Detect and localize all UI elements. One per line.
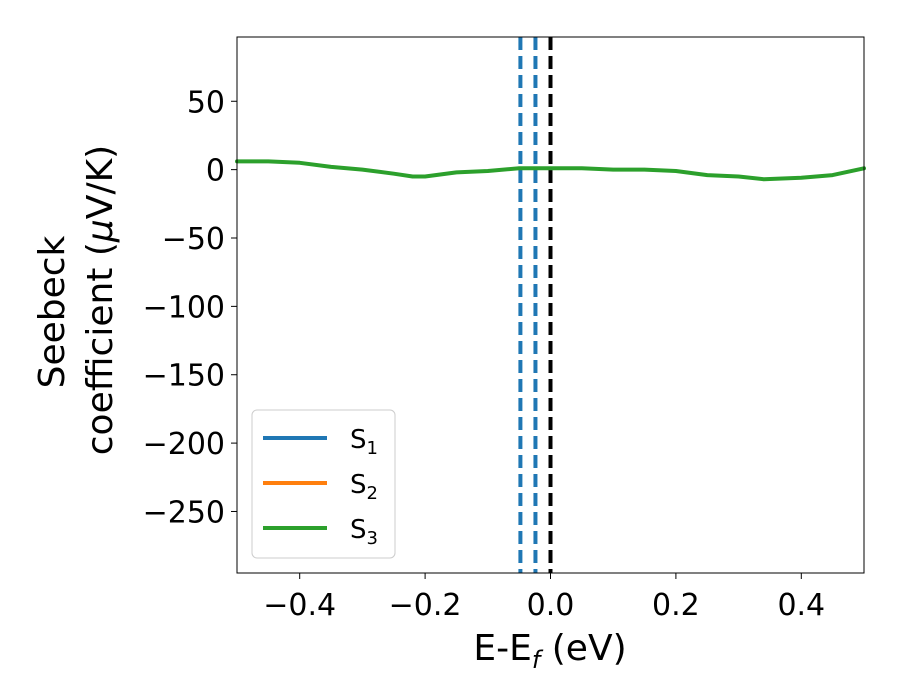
y-axis-label-line2: coefficient (μV/K) bbox=[80, 145, 121, 455]
legend-label-s2: S2 bbox=[350, 470, 378, 504]
x-tick-label: 0.2 bbox=[652, 588, 700, 623]
legend-label-s3: S3 bbox=[350, 515, 378, 549]
y-axis-label-mu: μ bbox=[80, 219, 121, 243]
y-axis-label: Seebeck coefficient (μV/K) bbox=[32, 145, 121, 455]
series-layer bbox=[235, 159, 866, 182]
series-line-s3 bbox=[235, 159, 866, 182]
y-axis-ticks: 50 0 −50 −100 −150 −200 −250 bbox=[143, 85, 237, 530]
x-tick-label: −0.4 bbox=[263, 588, 336, 623]
y-axis-label-line1: Seebeck bbox=[32, 235, 73, 388]
vertical-reference-lines bbox=[518, 37, 553, 573]
y-tick-label: 0 bbox=[206, 154, 225, 189]
x-tick-label: 0.4 bbox=[777, 588, 825, 623]
y-axis-label-line2-end: V/K) bbox=[80, 145, 121, 219]
y-tick-label: −50 bbox=[162, 222, 225, 257]
y-tick-label: −250 bbox=[143, 495, 225, 530]
y-tick-label: 50 bbox=[187, 85, 225, 120]
legend-entries: S1 S2 S3 bbox=[263, 425, 378, 549]
x-tick-label: −0.2 bbox=[389, 588, 462, 623]
legend-label-s1: S1 bbox=[350, 425, 378, 459]
x-axis-label: E-Ef (eV) bbox=[473, 628, 626, 674]
x-axis-label-unit: (eV) bbox=[540, 628, 626, 669]
x-axis-ticks: −0.4 −0.2 0.0 0.2 0.4 bbox=[263, 573, 825, 623]
x-tick-label: 0.0 bbox=[527, 588, 575, 623]
y-tick-label: −200 bbox=[143, 427, 225, 462]
y-tick-label: −100 bbox=[143, 290, 225, 325]
x-axis-label-main: E-E bbox=[473, 628, 531, 669]
y-tick-label: −150 bbox=[143, 359, 225, 394]
legend: S1 S2 S3 bbox=[251, 409, 396, 559]
y-axis-label-line2-start: coefficient ( bbox=[80, 242, 121, 455]
